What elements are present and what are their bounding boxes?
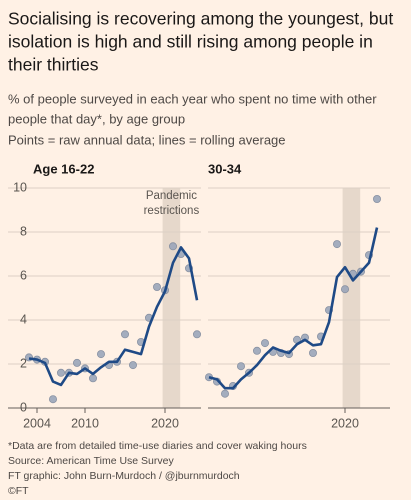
y-tick-label: 10 (13, 180, 27, 194)
title-line: their thirties (8, 55, 99, 75)
data-point (260, 339, 269, 348)
subtitle-line: % of people surveyed in each year who sp… (8, 91, 377, 106)
x-tick-label: 2020 (151, 416, 179, 430)
y-tick-label: 0 (20, 400, 27, 414)
panel-title: 30-34 (208, 161, 242, 176)
data-point (121, 330, 130, 339)
data-point (57, 368, 66, 377)
data-point (340, 285, 349, 294)
trend-line (208, 227, 379, 390)
data-point (89, 374, 98, 383)
credit: FT graphic: John Burn-Murdoch / @jburnmu… (8, 470, 240, 482)
y-tick-label: 2 (20, 356, 27, 370)
copyright: ©FT (8, 485, 29, 497)
legend-note: Points = raw annual data; lines = rollin… (8, 132, 286, 147)
y-tick-label: 6 (20, 268, 27, 282)
data-point (220, 389, 229, 398)
data-point (152, 282, 161, 291)
data-point (192, 330, 201, 339)
data-point (308, 348, 317, 357)
title-line: Socialising is recovering among the youn… (8, 9, 393, 29)
title-line: isolation is high and still rising among… (8, 32, 373, 52)
subtitle-line: people that day*, by age group (8, 111, 185, 126)
data-point (372, 194, 381, 203)
y-tick-label: 4 (20, 312, 27, 326)
annotation: restrictions (144, 205, 200, 217)
annotation: Pandemic (146, 190, 197, 202)
footnote: *Data are from detailed time-use diaries… (8, 440, 307, 452)
panel-title: Age 16-22 (33, 161, 94, 176)
data-point (128, 361, 137, 370)
trend-line (28, 246, 199, 387)
source: Source: American Time Use Survey (8, 455, 174, 467)
x-tick-label: 2004 (23, 416, 51, 430)
y-tick-label: 8 (20, 224, 27, 238)
data-point (73, 358, 82, 367)
highlight-band (342, 188, 361, 408)
data-point (49, 395, 58, 404)
x-tick-label: 2010 (71, 416, 99, 430)
data-point (97, 350, 106, 359)
x-tick-label: 2020 (331, 416, 359, 430)
data-point (168, 242, 177, 251)
data-point (252, 346, 261, 355)
highlight-band (162, 188, 181, 408)
data-point (332, 240, 341, 249)
data-point (236, 362, 245, 371)
